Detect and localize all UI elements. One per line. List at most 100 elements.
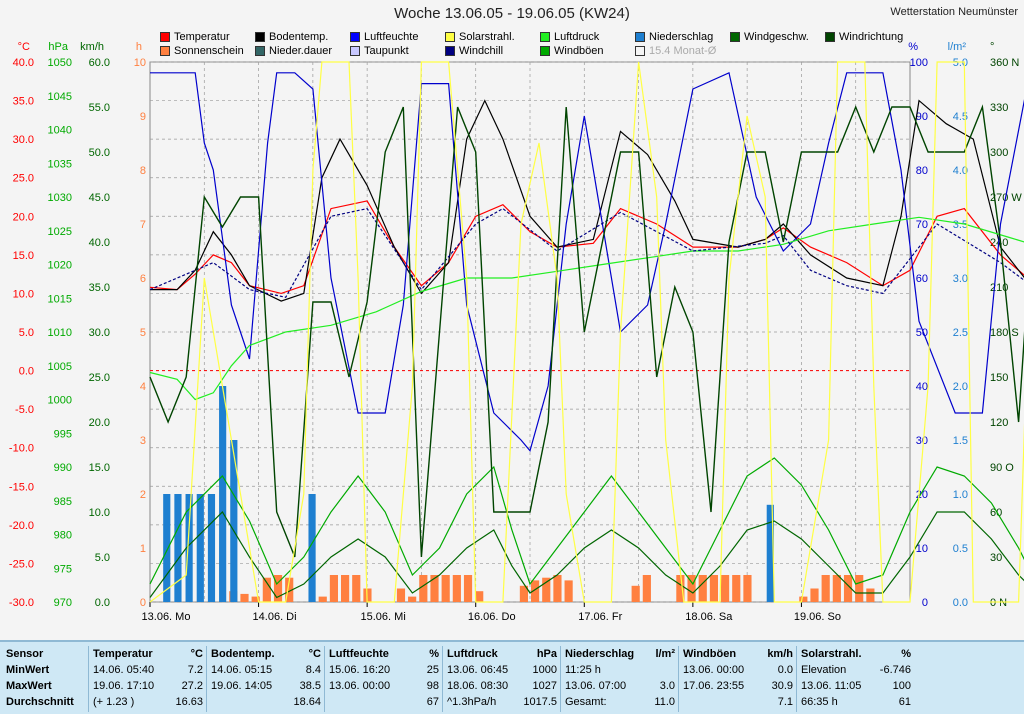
kmh-tick-label: 10.0 xyxy=(89,507,110,519)
stats-cell: 66:35 h 61 xyxy=(801,696,911,708)
sunshine-bar xyxy=(832,575,841,602)
stats-value: 1017.5 xyxy=(523,696,557,708)
day-label: 14.06. Di xyxy=(253,611,297,623)
stats-unit: km/h xyxy=(767,648,793,660)
legend-label: Windrichtung xyxy=(839,31,904,43)
lm2-tick-label: 1.0 xyxy=(953,489,968,501)
stats-column: Solarstrahl.% Elevation -6.746 13.06. 11:05… xyxy=(796,646,915,712)
day-label: 18.06. Sa xyxy=(685,611,733,623)
hpa-tick-label: 1010 xyxy=(48,327,72,339)
stats-value: 0.0 xyxy=(777,664,793,676)
hpa-tick-label: 1030 xyxy=(48,192,72,204)
legend-swatch xyxy=(255,46,265,57)
legend-label: Niederschlag xyxy=(649,31,714,43)
legend-swatch xyxy=(445,32,455,43)
stats-cell: 14.06. 05:15 8.4 xyxy=(211,664,321,676)
h-tick-label: 1 xyxy=(140,543,146,555)
h-tick-label: 9 xyxy=(140,111,146,123)
stats-value: 11.0 xyxy=(654,696,675,708)
h-tick-label: 2 xyxy=(140,489,146,501)
stats-column: Niederschlag l/m² 11:25 h 13.06. 07:00 3.0 Ge… xyxy=(560,646,679,712)
legend-item: Temperatur xyxy=(160,30,230,44)
stats-header: Luftdruck hPa xyxy=(447,648,557,660)
pct-tick-label: 30 xyxy=(916,435,928,447)
lm2-tick-label: 3.0 xyxy=(953,273,968,285)
kmh-tick-label: 0.0 xyxy=(95,597,110,609)
sunshine-bar xyxy=(855,575,864,602)
legend-label: Windböen xyxy=(554,45,604,57)
sunshine-bar xyxy=(475,591,484,602)
temp-tick-label: 15.0 xyxy=(13,250,34,262)
legend-item: Windchill xyxy=(445,44,503,58)
stats-cell: ^1.3hPa/h 1017.5 xyxy=(447,696,557,708)
series-line-windgeschw xyxy=(149,511,1024,599)
stats-unit: °C xyxy=(308,648,321,660)
deg-tick-label: 30 xyxy=(990,552,1002,564)
legend-item: Taupunkt xyxy=(350,44,409,58)
stats-value: 7.1 xyxy=(777,696,793,708)
stats-header: Sensor xyxy=(6,648,44,660)
lm2-tick-label: 0.5 xyxy=(953,543,968,555)
h-unit: h xyxy=(136,41,142,53)
stats-cell: Durchschnitt xyxy=(6,696,74,708)
h-tick-label: 8 xyxy=(140,165,146,177)
stats-cell: 13.06. 07:00 3.0 xyxy=(565,680,675,692)
stats-unit: % xyxy=(429,648,439,660)
sunshine-bar xyxy=(419,575,428,602)
legend-label: Windchill xyxy=(459,45,504,57)
stats-column: Luftdruck hPa 13.06. 06:45 1000 18.06. 08:30… xyxy=(442,646,561,712)
temp-tick-label: 0.0 xyxy=(19,366,34,378)
stats-value: 100 xyxy=(892,680,911,692)
lm2-tick-label: 1.5 xyxy=(953,435,968,447)
stats-value: 61 xyxy=(898,696,911,708)
legend-label: Taupunkt xyxy=(364,45,409,57)
stats-cell: 14.06. 05:40 7.2 xyxy=(93,664,203,676)
legend-swatch xyxy=(350,32,360,43)
sunshine-bar xyxy=(396,588,406,602)
kmh-tick-label: 15.0 xyxy=(89,462,110,474)
stats-value: 98 xyxy=(426,680,439,692)
legend-label: Luftfeuchte xyxy=(364,31,419,43)
stats-value: 30.9 xyxy=(771,680,793,692)
legend-label: Bodentemp. xyxy=(269,31,329,43)
pct-unit: % xyxy=(908,41,918,53)
stats-table: Sensor MinWert MaxWert Durchschnitt Temperat… xyxy=(0,640,1024,714)
sunshine-bar xyxy=(642,575,651,602)
stats-cell: Gesamt: 11.0 xyxy=(565,696,675,708)
sunshine-bar xyxy=(631,585,640,602)
stats-cell: 17.06. 23:55 30.9 xyxy=(683,680,793,692)
temp-tick-label: 30.0 xyxy=(13,134,34,146)
hpa-tick-label: 980 xyxy=(54,530,72,542)
legend-item: Bodentemp. xyxy=(255,30,328,44)
pct-tick-label: 0 xyxy=(922,597,928,609)
rain-bar xyxy=(766,504,774,602)
h-tick-label: 3 xyxy=(140,435,146,447)
pct-tick-label: 80 xyxy=(916,165,928,177)
stats-cell: MinWert xyxy=(6,664,50,676)
hpa-tick-label: 1025 xyxy=(48,226,72,238)
legend-label: Luftdruck xyxy=(554,31,600,43)
hpa-tick-label: 970 xyxy=(54,597,72,609)
hpa-tick-label: 1015 xyxy=(48,293,72,305)
hpa-unit: hPa xyxy=(48,41,68,53)
kmh-tick-label: 5.0 xyxy=(95,552,110,564)
temp-tick-label: 25.0 xyxy=(13,173,34,185)
legend-swatch xyxy=(635,32,645,43)
legend-item: Windböen xyxy=(540,44,604,58)
hpa-tick-label: 1005 xyxy=(48,361,72,373)
sunshine-bar xyxy=(843,575,853,602)
temp-tick-label: 5.0 xyxy=(19,327,34,339)
hpa-tick-label: 985 xyxy=(54,496,72,508)
legend-item: Windgeschw. xyxy=(730,30,809,44)
h-tick-label: 5 xyxy=(140,327,146,339)
kmh-tick-label: 40.0 xyxy=(89,237,110,249)
stats-header: Bodentemp. °C xyxy=(211,648,321,660)
sunshine-bar xyxy=(251,596,260,602)
stats-cell: 15.06. 16:20 25 xyxy=(329,664,439,676)
stats-cell: 11:25 h xyxy=(565,664,601,676)
sunshine-bar xyxy=(810,588,819,602)
rain-bar xyxy=(174,494,182,602)
day-label: 15.06. Mi xyxy=(361,611,406,623)
stats-value: 27.2 xyxy=(181,680,203,692)
legend-item: Sonnenschein xyxy=(160,44,244,58)
